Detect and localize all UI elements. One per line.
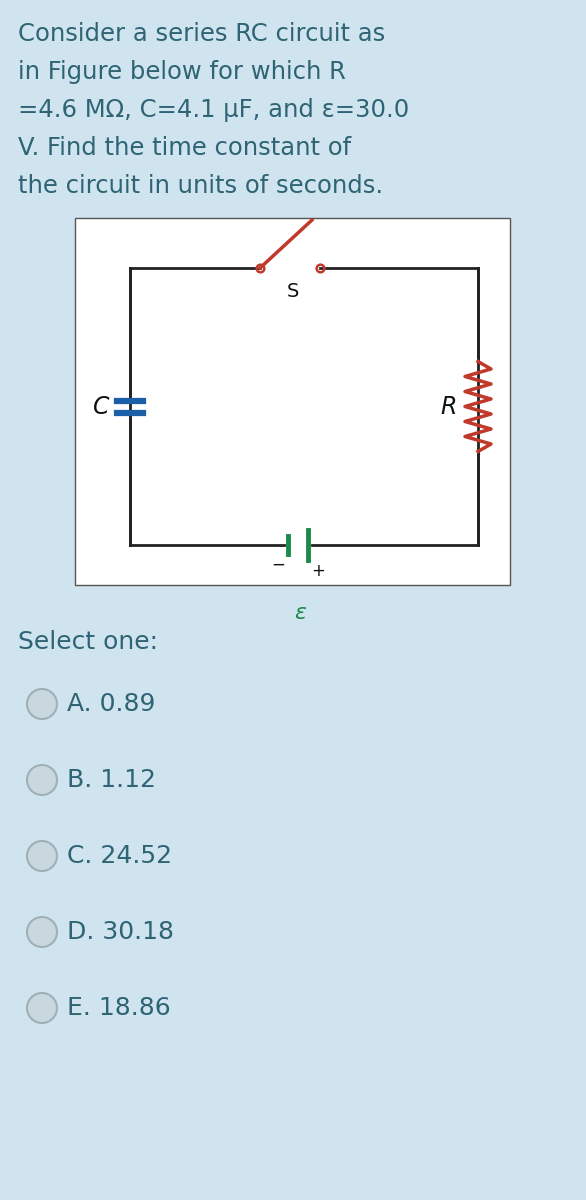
Text: R: R	[441, 395, 457, 419]
Text: V. Find the time constant of: V. Find the time constant of	[18, 136, 351, 160]
Circle shape	[27, 917, 57, 947]
Circle shape	[27, 689, 57, 719]
Text: A. 0.89: A. 0.89	[67, 692, 155, 716]
Text: Select one:: Select one:	[18, 630, 158, 654]
Circle shape	[27, 994, 57, 1022]
Text: D. 30.18: D. 30.18	[67, 920, 174, 944]
Text: in Figure below for which R: in Figure below for which R	[18, 60, 346, 84]
Text: E. 18.86: E. 18.86	[67, 996, 171, 1020]
Text: B. 1.12: B. 1.12	[67, 768, 156, 792]
Text: =4.6 MΩ, C=4.1 μF, and ε=30.0: =4.6 MΩ, C=4.1 μF, and ε=30.0	[18, 98, 409, 122]
Circle shape	[27, 841, 57, 871]
Text: Consider a series RC circuit as: Consider a series RC circuit as	[18, 22, 385, 46]
Text: C: C	[93, 395, 109, 419]
Bar	[75, 218, 510, 584]
Text: C. 24.52: C. 24.52	[67, 844, 172, 868]
Text: S: S	[287, 282, 299, 301]
Text: the circuit in units of seconds.: the circuit in units of seconds.	[18, 174, 383, 198]
Circle shape	[27, 766, 57, 794]
Text: +: +	[311, 562, 325, 580]
Text: ε: ε	[294, 602, 306, 623]
Text: −: −	[271, 556, 285, 574]
